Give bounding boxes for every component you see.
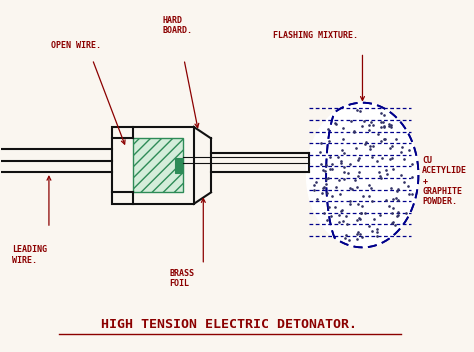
Bar <box>112 127 194 204</box>
Bar <box>133 138 183 193</box>
Text: BRASS
FOIL: BRASS FOIL <box>170 269 194 288</box>
Text: HARD
BOARD.: HARD BOARD. <box>163 16 193 35</box>
Bar <box>175 158 183 173</box>
Text: HIGH TENSION ELECTRIC DETONATOR.: HIGH TENSION ELECTRIC DETONATOR. <box>101 318 357 331</box>
Polygon shape <box>307 103 419 247</box>
Text: OPEN WIRE.: OPEN WIRE. <box>51 40 101 50</box>
Text: FLASHING MIXTURE.: FLASHING MIXTURE. <box>273 31 358 40</box>
Text: CU
ACETYLIDE
+
GRAPHITE
POWDER.: CU ACETYLIDE + GRAPHITE POWDER. <box>422 156 467 206</box>
Text: LEADING
WIRE.: LEADING WIRE. <box>12 245 47 265</box>
